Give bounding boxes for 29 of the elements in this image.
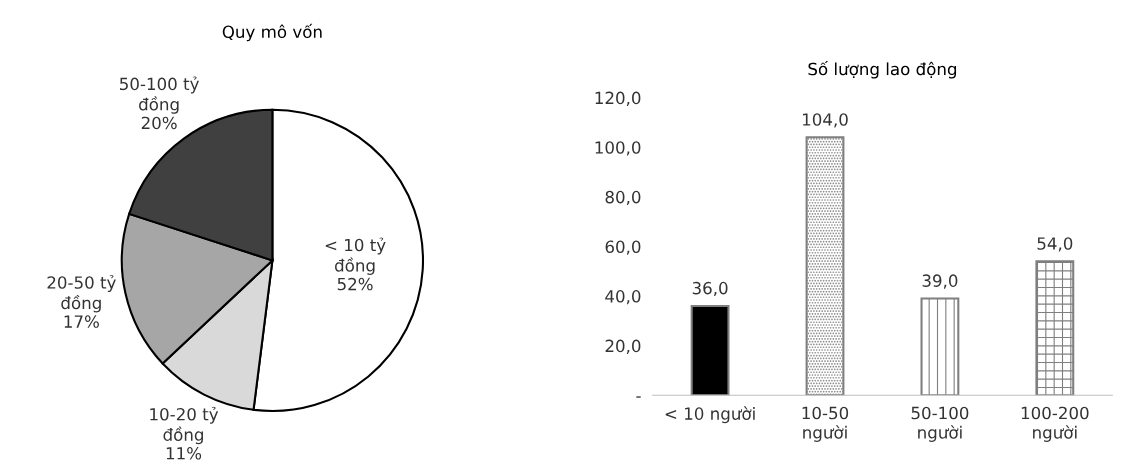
- y-tick-label: 40,0: [605, 290, 641, 305]
- chart-title: Số lượng lao động: [808, 60, 957, 79]
- data-label: 17%: [64, 315, 99, 328]
- y-tick-label: 100,0: [595, 141, 641, 156]
- y-tick-label: 20,0: [605, 339, 641, 354]
- x-tick-label: 10-50 người: [802, 406, 849, 442]
- bar: [920, 297, 960, 396]
- data-label: 36,0: [692, 281, 728, 297]
- x-tick-label: 50-100 người: [911, 406, 969, 442]
- slice-label: < 10 tỷ đồng: [325, 237, 386, 275]
- x-tick-label: 100-200 người: [1021, 406, 1089, 442]
- slice-label: 20-50 tỷ đồng: [47, 275, 116, 313]
- data-label: 52%: [337, 277, 373, 291]
- slice-label: 50-100 tỷ đồng: [120, 76, 199, 114]
- y-tick-label: 120,0: [595, 91, 641, 106]
- y-tick-label: 80,0: [605, 190, 641, 206]
- data-label: 11%: [166, 446, 202, 460]
- data-label: 54,0: [1037, 237, 1073, 252]
- bar: [805, 136, 845, 396]
- slice-label: 10-20 tỷ đồng: [150, 406, 219, 445]
- data-label: 39,0: [922, 274, 958, 289]
- x-tick-label: < 10 người: [665, 406, 755, 424]
- data-label: 104,0: [802, 113, 848, 128]
- y-tick-label: 60,0: [605, 240, 641, 255]
- bar: [690, 304, 730, 396]
- data-label: 20%: [141, 116, 177, 130]
- chart-title: Quy mô vốn: [222, 23, 322, 42]
- bar: [1035, 260, 1075, 396]
- y-tick-label: -: [636, 396, 641, 398]
